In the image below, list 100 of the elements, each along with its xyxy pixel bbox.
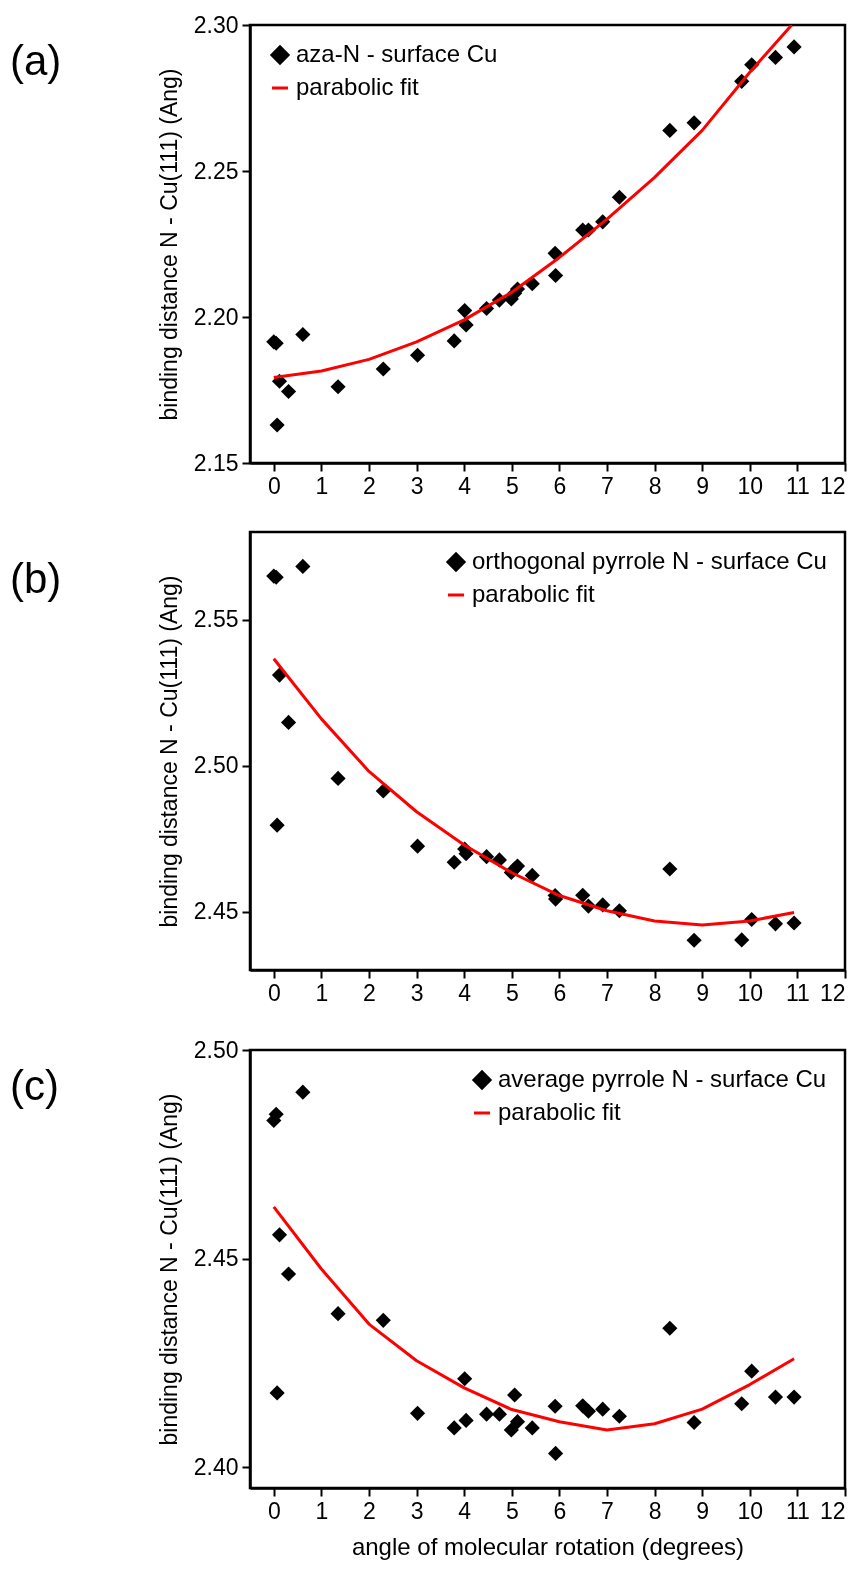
point [330,1306,346,1322]
chart-title: (c) [10,1062,59,1109]
point [375,1312,391,1328]
y-tick-label: 2.45 [193,1245,239,1272]
x-tick-label: 10 [737,979,764,1006]
x-tick-label: 0 [267,979,281,1006]
x-tick-label: 12 [819,472,846,499]
point [548,1445,564,1461]
y-axis-title: binding distance N - Cu(111) (Ang) [155,575,182,928]
point [686,932,702,948]
x-tick-label: 5 [505,1497,519,1524]
point [734,932,750,948]
x-tick-label: 8 [648,979,662,1006]
x-tick-label: 11 [785,1497,810,1524]
point [744,1363,760,1379]
x-tick-label: 5 [505,472,519,499]
line-series [272,1205,796,1432]
point [269,417,285,433]
x-tick-label: 11 [785,472,810,499]
legend-label: orthogonal pyrrole N - surface Cu [472,547,827,574]
point [295,558,311,575]
x-tick-label: 8 [648,1497,662,1524]
y-tick-label: 2.40 [193,1453,239,1480]
x-tick-label: 9 [696,1497,710,1524]
x-tick-label: 11 [785,979,810,1006]
point [478,1406,495,1422]
x-tick-label: 12 [819,1497,846,1524]
point [280,383,297,400]
point [548,267,564,284]
x-tick-label: 6 [553,979,567,1006]
point [524,1420,540,1436]
y-tick-label: 2.15 [193,449,239,476]
point [786,915,802,931]
legend-label: aza-N - surface Cu [296,40,498,67]
x-tick-label: 10 [737,472,764,499]
point [767,1389,784,1405]
point [457,302,473,319]
x-tick-label: 4 [458,1497,472,1524]
point [295,1084,311,1100]
point [271,667,288,683]
x-tick-label: 2 [363,1497,376,1524]
point [446,333,462,349]
point [547,1398,563,1414]
x-tick-label: 7 [601,472,614,499]
point [595,1401,611,1417]
point [409,347,426,363]
x-tick-label: 5 [505,979,519,1006]
point [662,122,678,138]
point [280,1266,297,1282]
x-tick-label: 6 [553,472,567,499]
point [686,1414,702,1431]
point [269,1385,285,1401]
x-tick-label: 1 [315,979,329,1006]
point [271,1227,288,1243]
y-tick-label: 2.30 [193,11,239,38]
x-tick-label: 12 [819,979,846,1006]
point [580,1403,597,1419]
x-tick-label: 4 [458,472,472,499]
point [409,1405,426,1421]
y-tick-label: 2.25 [193,157,239,184]
legend-label: parabolic fit [498,1098,622,1125]
y-tick-label: 2.50 [193,752,239,779]
point [503,1422,519,1438]
x-tick-label: 9 [696,979,710,1006]
point [269,817,285,833]
point [458,1412,474,1429]
point [786,39,802,55]
x-tick-label: 1 [315,472,329,499]
point [375,361,391,377]
x-tick-label: 3 [410,979,424,1006]
point [491,1406,508,1422]
x-tick-label: 7 [601,1497,614,1524]
x-tick-label: 8 [648,472,662,499]
point [686,115,702,131]
legend-label: parabolic fit [296,73,420,100]
legend-label: parabolic fit [472,580,596,607]
y-tick-label: 2.55 [193,606,239,633]
line-series [272,657,796,927]
point [575,887,591,903]
point [280,714,297,730]
x-tick-label: 10 [737,1497,764,1524]
x-tick-label: 0 [267,472,281,499]
point [786,1389,802,1405]
x-tick-label: 1 [315,1497,329,1524]
point [446,854,462,870]
x-tick-label: 6 [553,1497,567,1524]
point [767,49,784,65]
point [509,1414,526,1430]
x-tick-label: 2 [363,979,376,1006]
chart-title: (a) [10,37,62,84]
point [457,1371,473,1387]
x-tick-label: 3 [410,472,424,499]
point [524,867,540,883]
y-tick-label: 2.45 [193,898,239,925]
point [409,838,426,854]
point [734,1396,750,1412]
y-tick-label: 2.20 [193,303,239,330]
x-tick-label: 9 [696,472,710,499]
x-tick-label: 7 [601,979,614,1006]
point [330,379,346,395]
